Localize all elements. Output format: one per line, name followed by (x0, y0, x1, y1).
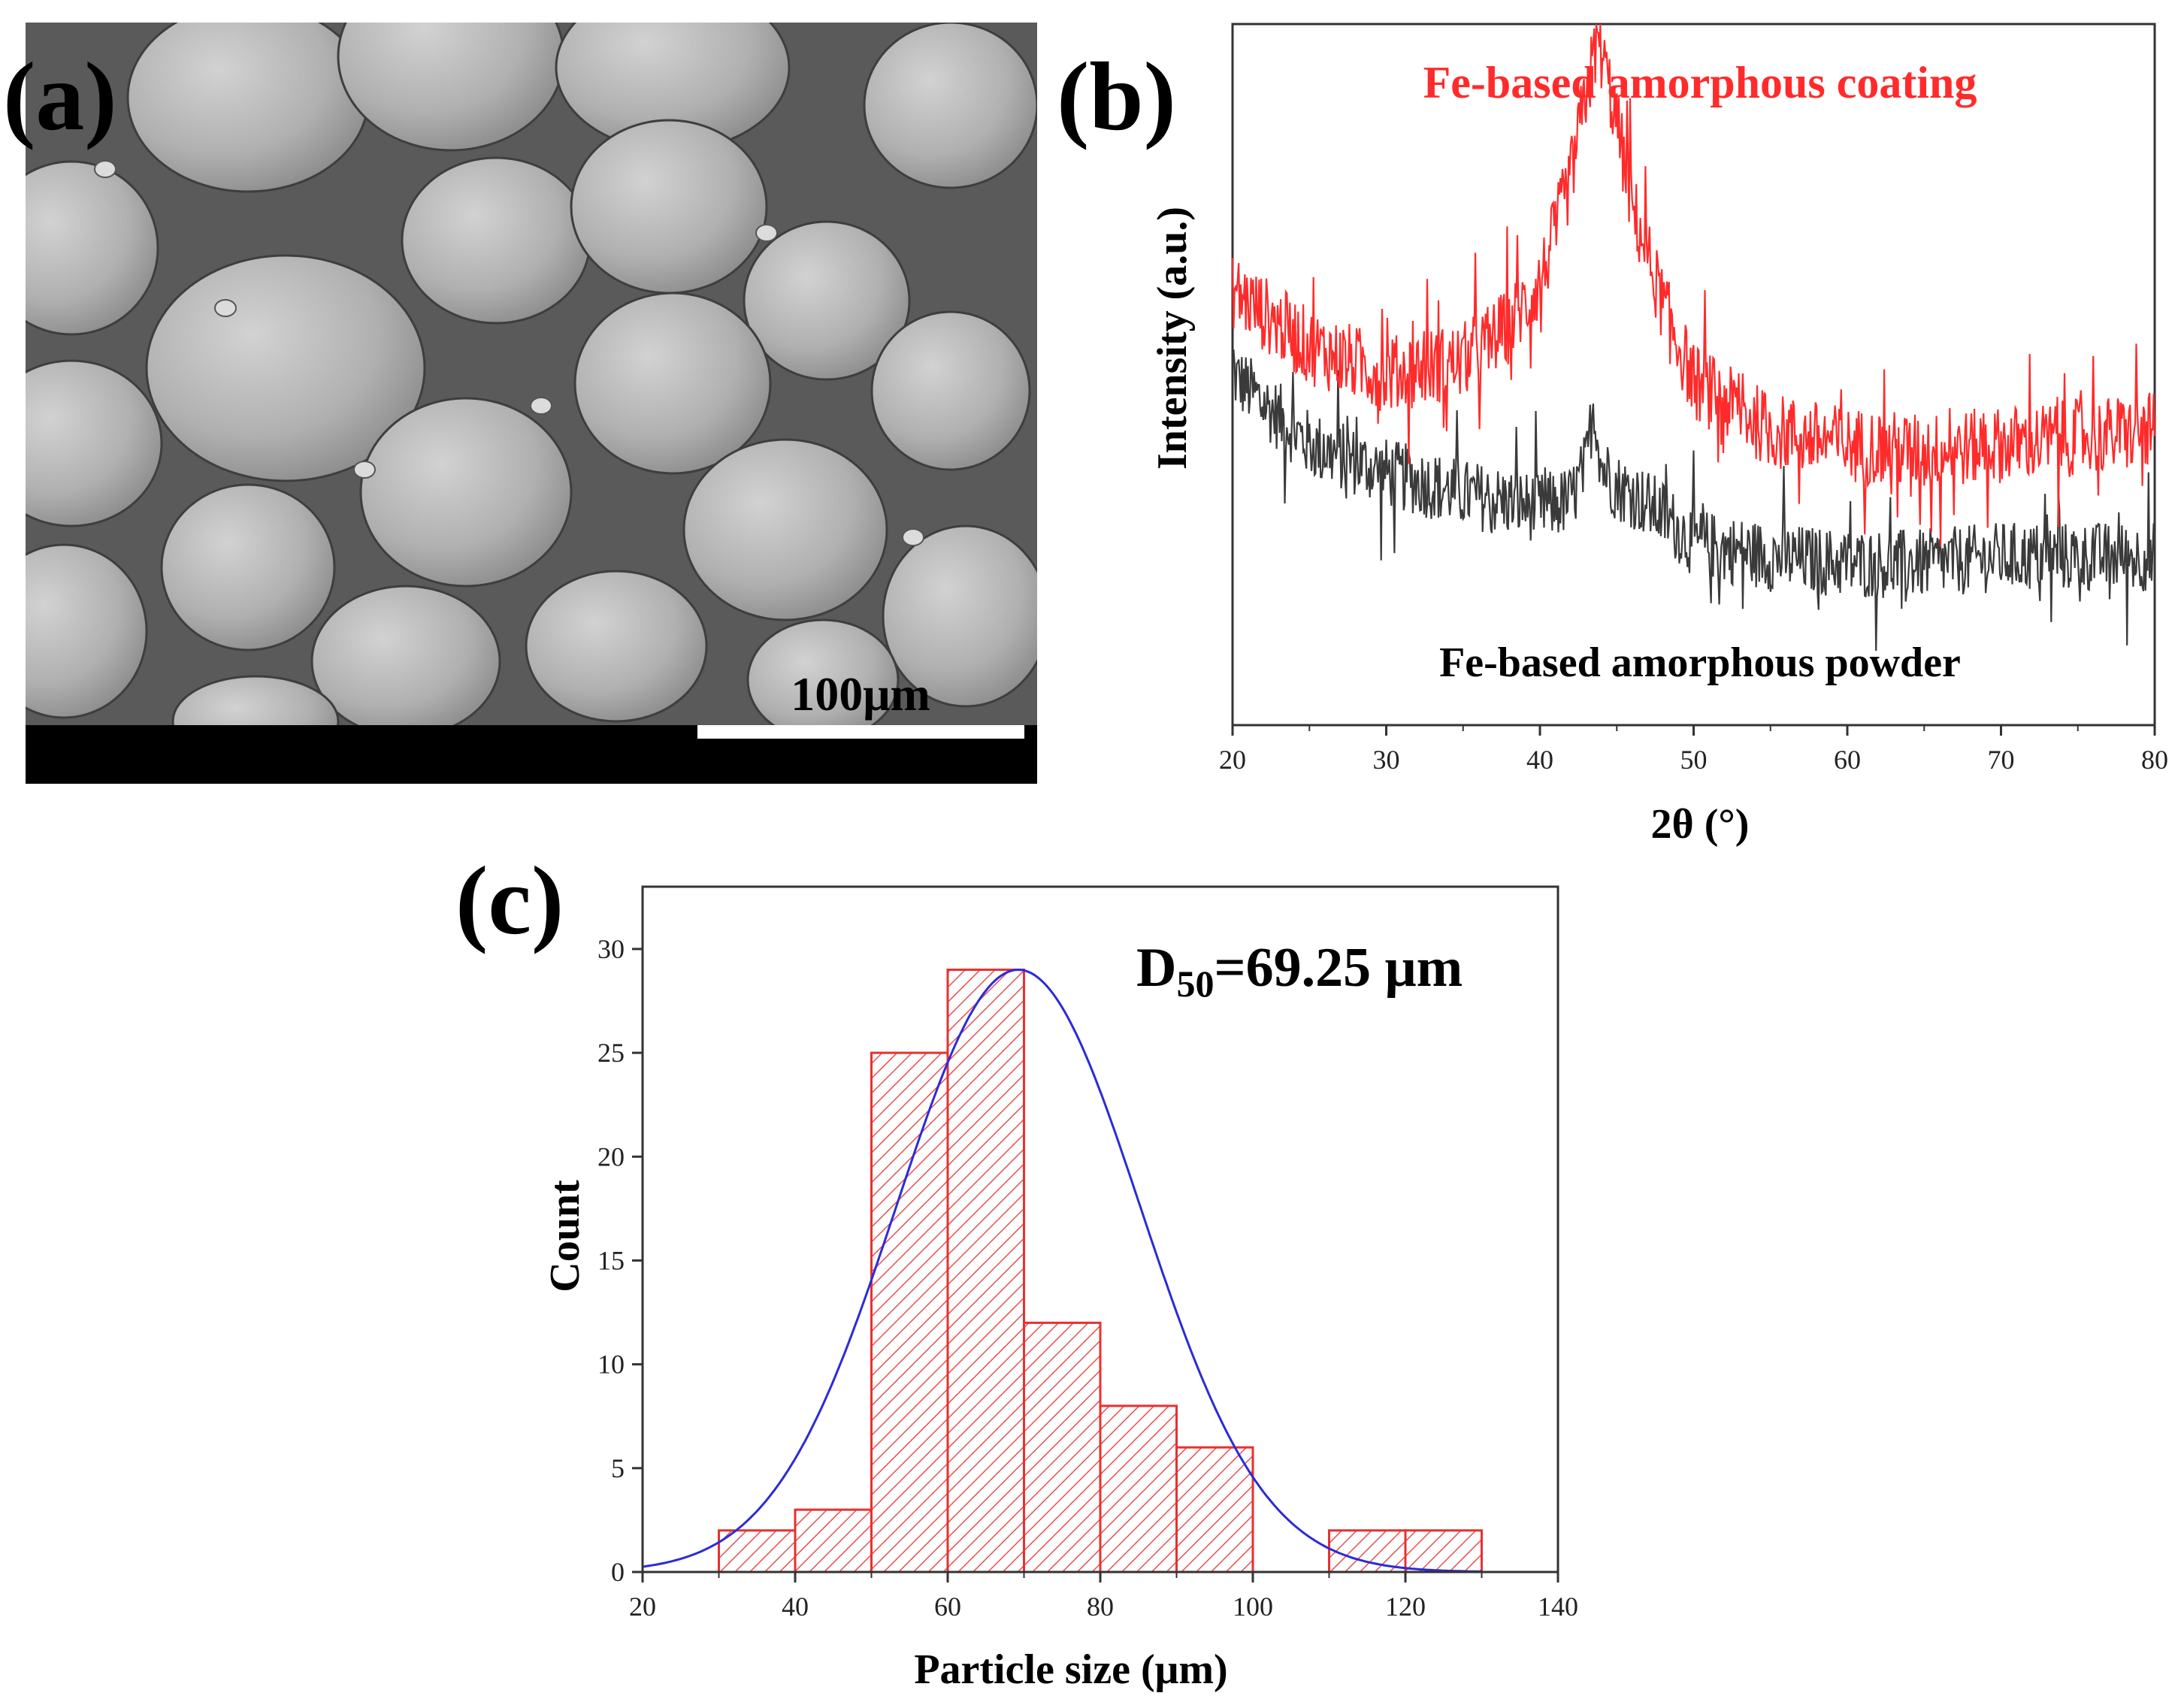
xrd-x-axis-label: 2θ (°) (1651, 801, 1750, 848)
sem-debris (353, 461, 376, 479)
xrd-y-axis-label: Intensity (a.u.) (1149, 207, 1196, 470)
sem-particle (573, 292, 772, 475)
sem-particle (870, 310, 1031, 471)
panel-a-label: (a) (3, 43, 117, 151)
histogram-y-tick-label: 20 (597, 1141, 625, 1171)
sem-debris (530, 397, 552, 415)
histogram-x-tick-label: 20 (629, 1592, 656, 1622)
series-powder (1231, 349, 2156, 651)
histogram-bar (1175, 1446, 1254, 1573)
histogram-x-axis-label: Particle size (μm) (914, 1646, 1227, 1693)
panel-a-sem-image: 100μm (a) (3, 23, 1037, 784)
sem-particle (743, 220, 911, 381)
d50-annotation: D50=69.25 μm (1136, 937, 1463, 1005)
sem-particle (401, 156, 591, 325)
histogram-x-ticks: 20 40 60 80 100 120 140 (629, 1572, 1578, 1622)
series-coating (1231, 23, 2156, 547)
sem-debris (94, 160, 116, 178)
series-coating-annotation: Fe-based amorphous coating (1423, 58, 1977, 107)
sem-particle (171, 675, 340, 725)
sem-particle (682, 438, 888, 621)
histogram-y-tick-label: 10 (597, 1350, 625, 1380)
sem-debris (902, 528, 924, 546)
panel-c-label: (c) (455, 847, 564, 955)
sem-particles (26, 23, 1037, 725)
histogram-y-tick-label: 15 (597, 1245, 625, 1275)
d50-subscript: 50 (1176, 963, 1214, 1005)
sem-particle (26, 160, 159, 336)
xrd-x-tick-label: 80 (2141, 745, 2168, 775)
xrd-x-tick-label: 40 (1526, 745, 1553, 775)
histogram-bar (946, 969, 1025, 1573)
sem-particle (525, 570, 708, 723)
panel-b-xrd-chart: (b) 20 30 40 50 60 70 80 Fe-based amorphous co… (1057, 23, 2168, 848)
xrd-trace-xrd-coating (1231, 23, 2156, 547)
histogram-y-tick-label: 0 (611, 1557, 625, 1587)
sem-particle (126, 23, 370, 193)
series-powder-annotation: Fe-based amorphous powder (1439, 639, 1961, 686)
sem-particle (863, 23, 1037, 189)
xrd-trace-xrd-powder (1231, 349, 2156, 651)
histogram-y-tick-label: 25 (597, 1038, 625, 1068)
xrd-x-tick-label: 50 (1680, 745, 1708, 775)
panel-b-label: (b) (1057, 43, 1176, 151)
histogram-x-tick-label: 120 (1385, 1592, 1426, 1622)
sem-particle (160, 483, 336, 651)
sem-debris (755, 224, 778, 242)
histogram-x-tick-label: 60 (934, 1592, 961, 1622)
sem-particle (570, 119, 768, 295)
xrd-x-tick-label: 70 (1988, 745, 2015, 775)
scale-bar (697, 725, 1024, 739)
normal-fit-curve (642, 969, 1482, 1573)
histogram-x-tick-label: 40 (782, 1592, 809, 1622)
scale-bar-label: 100μm (791, 667, 930, 721)
xrd-x-tick-label: 20 (1219, 745, 1246, 775)
xrd-x-tick-label: 30 (1373, 745, 1400, 775)
histogram-bar (1023, 1321, 1102, 1573)
d50-value: =69.25 μm (1214, 937, 1463, 999)
histogram-y-axis-label: Count (542, 1180, 588, 1292)
sem-particle (746, 618, 900, 725)
histogram-bar (870, 1051, 949, 1573)
histogram-bar (1099, 1404, 1178, 1573)
histogram-y-ticks: 0 5 10 15 20 25 30 (597, 934, 643, 1587)
sem-particle (310, 585, 501, 725)
d50-prefix: D (1136, 937, 1176, 999)
sem-debris (214, 299, 237, 317)
histogram-bar (1404, 1529, 1483, 1573)
panel-c-histogram: (c) 20 40 60 80 100 120 140 0 5 10 15 20 25 30 D50=6… (455, 847, 1578, 1693)
sem-particle (359, 397, 573, 588)
histogram-x-tick-label: 100 (1233, 1592, 1273, 1622)
xrd-x-tick-label: 60 (1834, 745, 1861, 775)
sem-particle (26, 543, 148, 719)
xrd-x-ticks: 20 30 40 50 60 70 80 (1219, 725, 2168, 775)
sem-particle (882, 524, 1037, 708)
histogram-bars (718, 969, 1483, 1573)
histogram-bar (718, 1529, 797, 1573)
histogram-y-tick-label: 30 (597, 934, 625, 964)
sem-particle (26, 359, 163, 528)
histogram-x-tick-label: 140 (1538, 1592, 1578, 1622)
histogram-x-tick-label: 80 (1087, 1592, 1114, 1622)
histogram-y-tick-label: 5 (611, 1453, 625, 1483)
histogram-bar (794, 1508, 873, 1573)
